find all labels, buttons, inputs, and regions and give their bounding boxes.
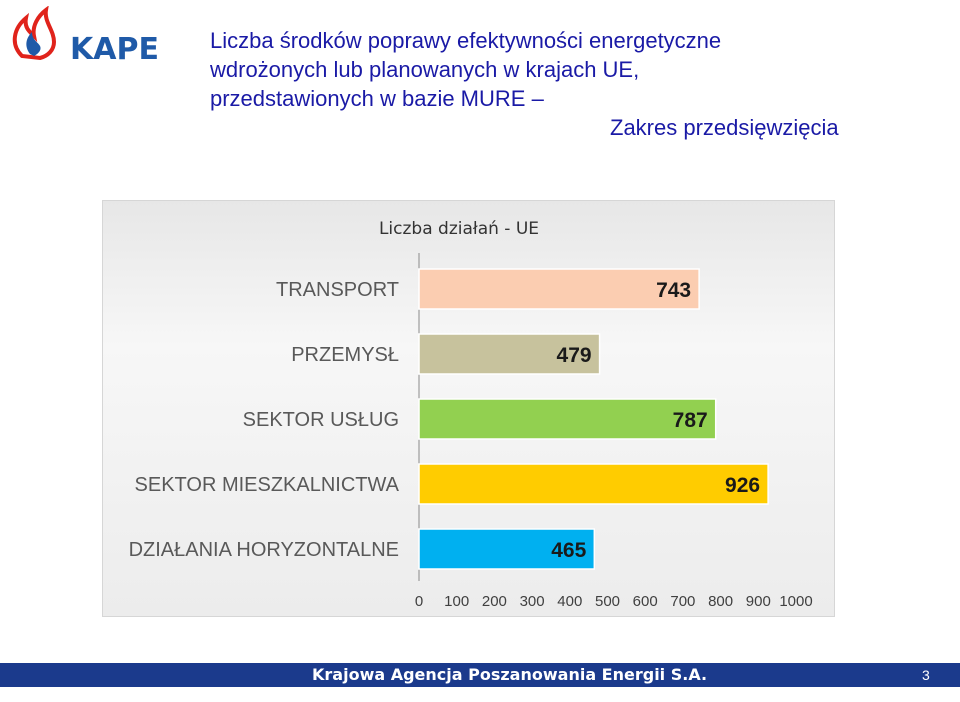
data-label: 465 [551, 539, 586, 562]
category-label: SEKTOR USŁUG [243, 409, 399, 431]
bar-chart: Liczba działań - UE TRANSPORT 743 PRZEMYSŁ 4… [102, 200, 835, 617]
title-line-3: przedstawionych w bazie MURE – [210, 86, 544, 111]
title-line-1: Liczba środków poprawy efektywności ener… [210, 28, 722, 53]
x-tick-label: 1000 [779, 593, 812, 610]
x-tick-label: 400 [557, 593, 582, 610]
bar [418, 268, 700, 310]
kape-logo: KAPE [8, 5, 159, 67]
x-tick-label: 800 [708, 593, 733, 610]
data-label: 787 [673, 409, 708, 432]
bar [418, 333, 601, 375]
footer-bar [0, 663, 960, 687]
footer-text: Krajowa Agencja Poszanowania Energii S.A… [312, 665, 708, 684]
x-tick-label: 600 [633, 593, 658, 610]
flame-icon [12, 5, 57, 61]
category-label: PRZEMYSŁ [291, 344, 399, 366]
logo-text: KAPE [70, 32, 159, 67]
title-line-2: wdrożonych lub planowanych w krajach UE, [210, 57, 640, 82]
category-label: DZIAŁANIA HORYZONTALNE [129, 539, 399, 561]
title-line-4: Zakres przedsięwzięcia [610, 115, 839, 140]
x-tick-label: 0 [415, 593, 423, 610]
x-tick-label: 700 [670, 593, 695, 610]
chart-title: Liczba działań - UE [379, 219, 539, 239]
x-tick-label: 100 [444, 593, 469, 610]
data-label: 743 [656, 279, 691, 302]
x-tick-label: 500 [595, 593, 620, 610]
data-label: 926 [725, 474, 760, 497]
x-tick-label: 300 [520, 593, 545, 610]
x-tick-label: 200 [482, 593, 507, 610]
category-label: TRANSPORT [276, 279, 399, 301]
page-title: Liczba środków poprawy efektywności ener… [210, 26, 910, 142]
bar [418, 528, 596, 570]
bar [418, 398, 717, 440]
page-number: 3 [922, 667, 930, 683]
x-tick-label: 900 [746, 593, 771, 610]
chart-canvas: Liczba działań - UE TRANSPORT 743 PRZEMYSŁ 4… [129, 219, 813, 610]
bar [418, 463, 769, 505]
data-label: 479 [557, 344, 592, 367]
category-label: SEKTOR MIESZKALNICTWA [135, 474, 400, 496]
